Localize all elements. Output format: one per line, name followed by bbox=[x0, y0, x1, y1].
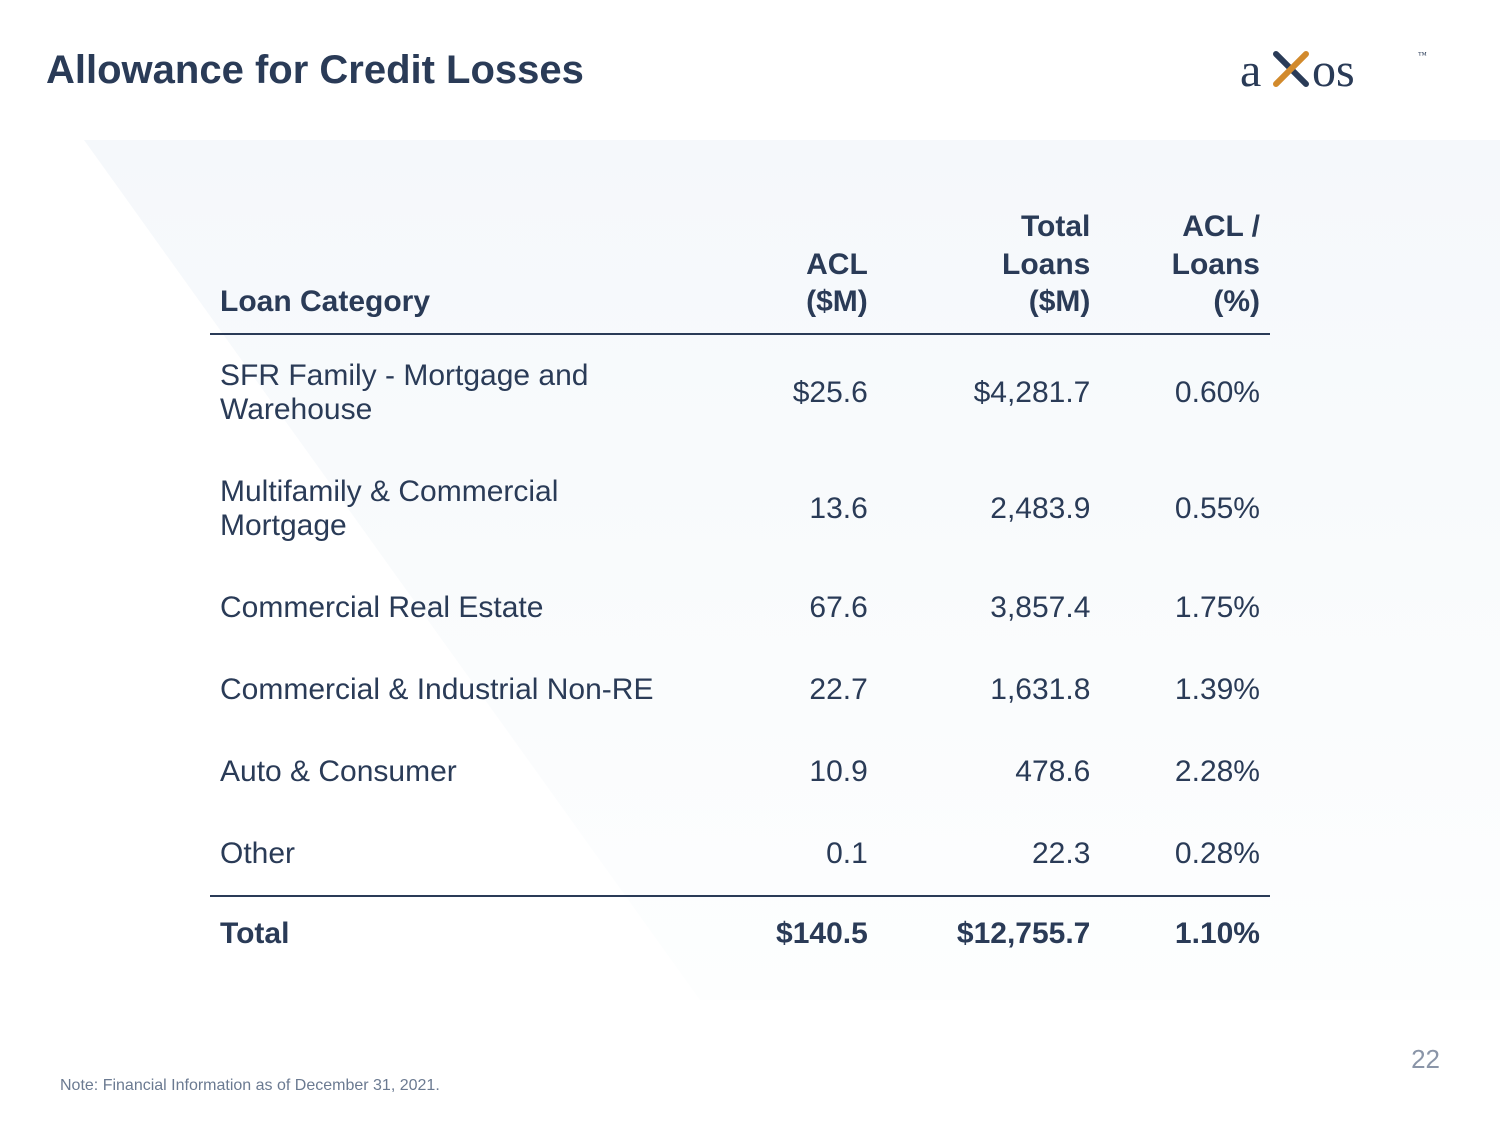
cell-pct: 1.39% bbox=[1100, 649, 1270, 731]
table-row: Auto & Consumer 10.9 478.6 2.28% bbox=[210, 731, 1270, 813]
col-pct: ACL /Loans(%) bbox=[1100, 200, 1270, 334]
table-row: Other 0.1 22.3 0.28% bbox=[210, 813, 1270, 896]
cell-loans: 22.3 bbox=[878, 813, 1101, 896]
cell-acl: 22.7 bbox=[698, 649, 878, 731]
page-title: Allowance for Credit Losses bbox=[46, 48, 584, 93]
cell-pct: 0.60% bbox=[1100, 334, 1270, 451]
cell-acl: 67.6 bbox=[698, 567, 878, 649]
cell-pct: 0.55% bbox=[1100, 451, 1270, 567]
col-loans: TotalLoans($M) bbox=[878, 200, 1101, 334]
table-row: SFR Family - Mortgage and Warehouse $25.… bbox=[210, 334, 1270, 451]
cell-loans: 1,631.8 bbox=[878, 649, 1101, 731]
cell-pct: 1.10% bbox=[1100, 896, 1270, 975]
cell-category: Other bbox=[210, 813, 698, 896]
table-row: Multifamily & Commercial Mortgage 13.6 2… bbox=[210, 451, 1270, 567]
header-row: Loan Category ACL($M) TotalLoans($M) ACL… bbox=[210, 200, 1270, 334]
slide: Allowance for Credit Losses a os ™ Loan … bbox=[0, 0, 1500, 1125]
total-row: Total $140.5 $12,755.7 1.10% bbox=[210, 896, 1270, 975]
cell-loans: 478.6 bbox=[878, 731, 1101, 813]
cell-pct: 2.28% bbox=[1100, 731, 1270, 813]
col-acl: ACL($M) bbox=[698, 200, 878, 334]
svg-text:os: os bbox=[1312, 44, 1355, 97]
table-row: Commercial & Industrial Non-RE 22.7 1,63… bbox=[210, 649, 1270, 731]
cell-category: Total bbox=[210, 896, 698, 975]
cell-loans: $12,755.7 bbox=[878, 896, 1101, 975]
cell-acl: 13.6 bbox=[698, 451, 878, 567]
cell-category: Commercial & Industrial Non-RE bbox=[210, 649, 698, 731]
cell-pct: 1.75% bbox=[1100, 567, 1270, 649]
cell-acl: $25.6 bbox=[698, 334, 878, 451]
cell-category: Multifamily & Commercial Mortgage bbox=[210, 451, 698, 567]
svg-text:™: ™ bbox=[1418, 50, 1427, 60]
cell-acl: 0.1 bbox=[698, 813, 878, 896]
footnote: Note: Financial Information as of Decemb… bbox=[60, 1077, 440, 1095]
acl-table: Loan Category ACL($M) TotalLoans($M) ACL… bbox=[210, 200, 1270, 975]
cell-pct: 0.28% bbox=[1100, 813, 1270, 896]
page-number: 22 bbox=[1411, 1044, 1440, 1075]
svg-text:a: a bbox=[1240, 44, 1261, 97]
cell-category: Auto & Consumer bbox=[210, 731, 698, 813]
table-row: Commercial Real Estate 67.6 3,857.4 1.75… bbox=[210, 567, 1270, 649]
cell-category: Commercial Real Estate bbox=[210, 567, 698, 649]
cell-loans: 2,483.9 bbox=[878, 451, 1101, 567]
cell-loans: $4,281.7 bbox=[878, 334, 1101, 451]
cell-acl: 10.9 bbox=[698, 731, 878, 813]
cell-category: SFR Family - Mortgage and Warehouse bbox=[210, 334, 698, 451]
cell-loans: 3,857.4 bbox=[878, 567, 1101, 649]
header: Allowance for Credit Losses a os ™ bbox=[0, 0, 1500, 110]
col-category: Loan Category bbox=[210, 200, 698, 334]
axos-logo: a os ™ bbox=[1240, 40, 1440, 100]
cell-acl: $140.5 bbox=[698, 896, 878, 975]
